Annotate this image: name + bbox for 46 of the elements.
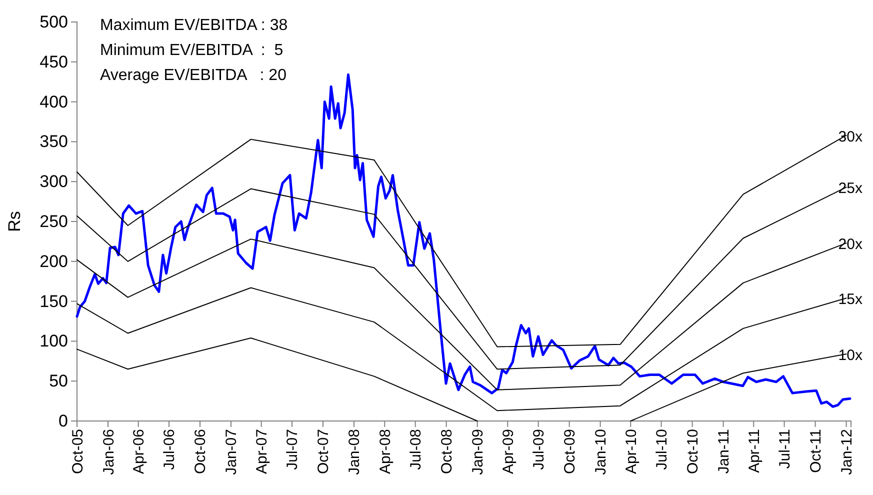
x-tick-label: Jul-06: [161, 429, 178, 470]
series-label: 30x: [838, 128, 863, 146]
annotation: Maximum EV/EBITDA : 38: [100, 17, 288, 34]
x-tick-label: Oct-05: [69, 429, 86, 474]
y-tick-label: 100: [40, 332, 68, 351]
x-tick-label: Jul-07: [284, 429, 302, 470]
x-tick-label: Oct-08: [438, 429, 456, 474]
annotation: Minimum EV/EBITDA : 5: [100, 42, 284, 59]
x-tick-label: Apr-11: [746, 429, 763, 473]
y-tick-label: 350: [40, 132, 68, 152]
annotation: Average EV/EBITDA : 20: [100, 67, 287, 84]
x-tick-label: Jan-07: [223, 429, 240, 475]
x-tick-label: Apr-09: [500, 429, 517, 474]
y-tick-label: 450: [40, 52, 68, 72]
y-axis-title: Rs: [5, 211, 24, 232]
y-tick-label: 250: [40, 212, 68, 231]
x-tick-label: Apr-08: [376, 429, 394, 474]
series-label: 15x: [838, 291, 863, 308]
y-tick-label: 50: [49, 372, 68, 391]
x-tick-label: Jan-09: [470, 429, 487, 475]
y-tick-label: 200: [40, 252, 68, 271]
x-tick-label: Oct-06: [192, 429, 210, 474]
x-tick-label: Jan-08: [346, 429, 364, 475]
x-tick-label: Jul-09: [530, 429, 548, 470]
x-tick-label: Jul-10: [654, 429, 671, 470]
x-tick-label: Oct-10: [684, 429, 702, 474]
x-tick-label: Jan-06: [100, 429, 118, 475]
x-tick-label: Jul-11: [776, 429, 794, 469]
y-tick-label: 500: [40, 12, 68, 32]
y-tick-label: 150: [40, 292, 68, 311]
x-tick-label: Jan-12: [838, 429, 856, 475]
x-tick-label: Oct-07: [315, 429, 332, 474]
x-tick-label: Apr-10: [622, 429, 640, 474]
y-tick-label: 0: [58, 411, 68, 430]
x-tick-label: Oct-11: [808, 429, 825, 473]
y-tick-label: 400: [40, 92, 68, 112]
y-tick-label: 300: [40, 172, 68, 192]
series-label: 10x: [838, 346, 863, 364]
x-tick-label: Oct-09: [562, 429, 579, 474]
series-label: 20x: [838, 236, 863, 254]
x-tick-label: Jan-10: [592, 429, 610, 475]
x-tick-label: Apr-07: [254, 429, 271, 474]
x-tick-label: Apr-06: [130, 429, 148, 474]
x-tick-label: Jan-11: [716, 429, 733, 474]
x-tick-label: Jul-08: [408, 429, 425, 470]
series-label: 25x: [838, 180, 863, 198]
